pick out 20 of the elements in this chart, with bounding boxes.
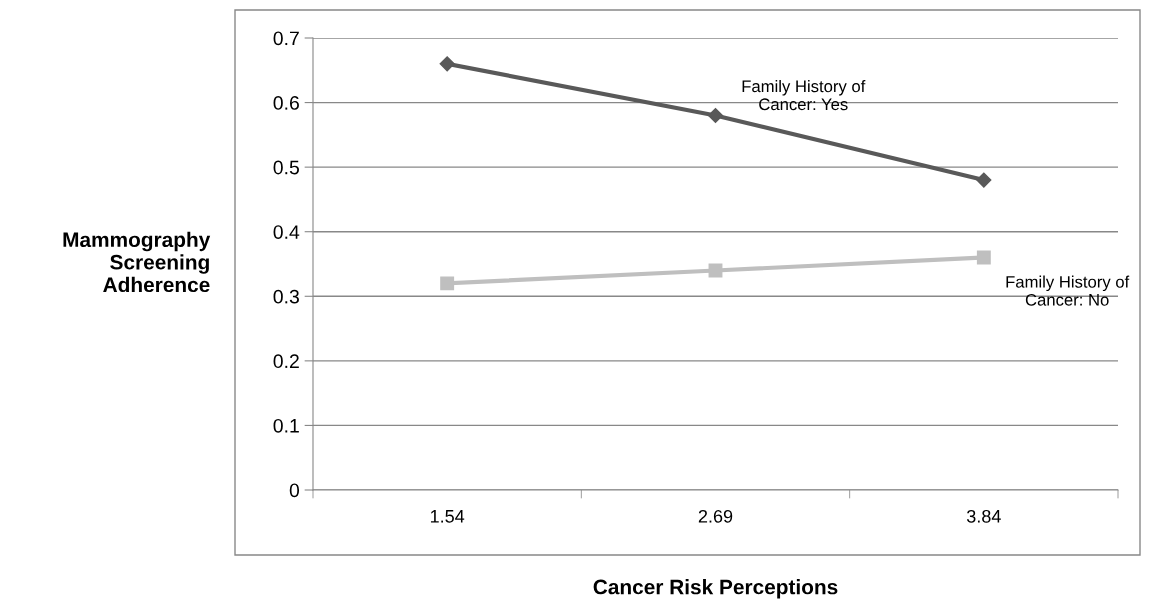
point bbox=[707, 107, 724, 124]
y-tick-label: 0.3 bbox=[273, 289, 299, 304]
y-tick-label: 0.2 bbox=[273, 354, 299, 369]
point bbox=[439, 56, 455, 72]
y-tick-label: 0 bbox=[289, 483, 300, 498]
y-tick-label: 0.7 bbox=[273, 31, 299, 46]
x-axis-title: Cancer Risk Perceptions bbox=[593, 579, 838, 599]
x-tick-label: 2.69 bbox=[698, 509, 733, 523]
y-tick-label: 0.6 bbox=[273, 96, 299, 110]
y-axis-title: Mammography Screening Adherence bbox=[63, 231, 211, 293]
y-tick-label: 0.1 bbox=[273, 418, 299, 433]
point bbox=[976, 172, 992, 188]
y-tick-label: 0.4 bbox=[273, 225, 300, 239]
x-tick-label: 1.54 bbox=[430, 510, 465, 523]
series-label: Family History of Cancer: Yes bbox=[742, 79, 866, 111]
point bbox=[440, 276, 455, 291]
x-tick-label: 3.84 bbox=[966, 509, 1001, 523]
y-tick-label: 0.5 bbox=[273, 160, 299, 175]
point bbox=[976, 250, 991, 265]
series-label: Family History of Cancer: No bbox=[1006, 275, 1130, 306]
